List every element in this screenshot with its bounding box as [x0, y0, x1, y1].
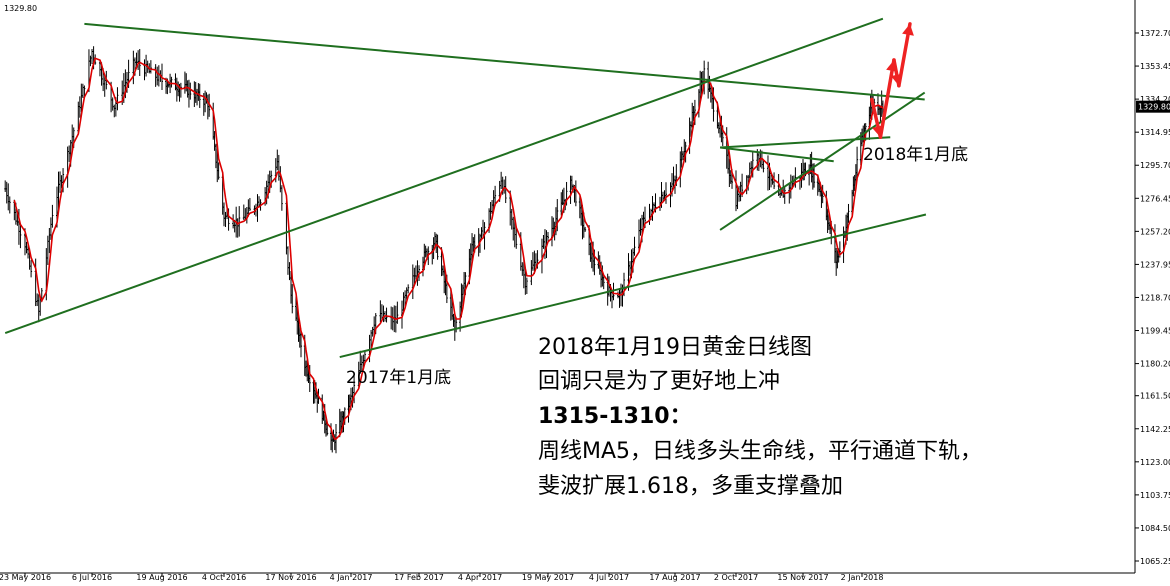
y-tick-label: 1218.70 — [1140, 293, 1170, 302]
trend-line-rising-support — [719, 91, 926, 231]
x-tick-label: 17 Feb 2017 — [394, 573, 444, 582]
x-tick-label: 19 May 2017 — [522, 573, 574, 582]
note-line-3: 1315-1310： — [538, 404, 692, 429]
projection-arrows — [870, 22, 914, 139]
trend-line-channel-lower — [339, 213, 927, 359]
y-tick-label: 1257.20 — [1140, 227, 1170, 236]
svg-text:1329.80: 1329.80 — [1138, 103, 1170, 112]
y-tick-label: 1180.20 — [1140, 360, 1170, 369]
y-tick-label: 1295.70 — [1140, 161, 1170, 170]
x-tick-label: 19 Aug 2016 — [136, 573, 187, 582]
x-axis-ticks: 23 May 2016 6 Jul 2016 19 Aug 2016 4 Oct 20… — [0, 573, 883, 582]
x-tick-label: 23 May 2016 — [0, 573, 51, 582]
y-tick-label: 1314.95 — [1140, 128, 1170, 137]
x-tick-label: 17 Aug 2017 — [649, 573, 700, 582]
x-tick-label: 15 Nov 2017 — [777, 573, 828, 582]
note-line-4: 周线MA5，日线多头生命线，平行通道下轨， — [538, 439, 982, 464]
x-tick-label: 2 Jan 2018 — [841, 573, 884, 582]
y-tick-label: 1334.20 — [1140, 95, 1170, 104]
trend-lines — [4, 17, 927, 359]
trend-line-descending-resistance — [84, 22, 925, 101]
x-tick-label: 4 Apr 2017 — [458, 573, 502, 582]
x-tick-label: 2 Oct 2017 — [714, 573, 758, 582]
trend-line-triangle-lower — [719, 146, 834, 163]
y-axis-ticks: 1372.70 1353.45 1334.20 1314.95 1295.70 1276.… — [1135, 29, 1170, 566]
label-low-2017: 2017年1月底 — [346, 368, 451, 388]
y-tick-label: 1065.25 — [1140, 557, 1170, 566]
y-tick-label: 1353.45 — [1140, 62, 1170, 71]
x-tick-label: 4 Jan 2017 — [330, 573, 373, 582]
x-tick-label: 6 Jul 2016 — [72, 573, 112, 582]
y-tick-label: 1237.95 — [1140, 260, 1170, 269]
y-tick-label: 1142.25 — [1140, 425, 1170, 434]
y-tick-label: 1123.00 — [1140, 458, 1170, 467]
last-price-marker: 1329.80 — [1136, 100, 1170, 113]
trend-line-triangle-upper — [720, 136, 891, 149]
y-tick-label: 1103.75 — [1140, 491, 1170, 500]
projection-segment — [878, 58, 896, 139]
y-tick-label: 1199.45 — [1140, 327, 1170, 336]
note-line-2: 回调只是为了更好地上冲 — [538, 369, 780, 394]
corner-price-label: 1329.80 — [4, 4, 37, 13]
label-low-2018: 2018年1月底 — [863, 145, 968, 165]
y-tick-label: 1084.50 — [1140, 524, 1170, 533]
y-tick-label: 1372.70 — [1140, 29, 1170, 38]
trend-line-channel-upper — [4, 17, 884, 334]
y-tick-label: 1161.50 — [1140, 392, 1170, 401]
note-line-1: 2018年1月19日黄金日线图 — [538, 335, 812, 360]
projection-arrowhead — [902, 23, 914, 36]
x-tick-label: 17 Nov 2016 — [265, 573, 316, 582]
moving-average — [13, 57, 884, 440]
y-tick-label: 1276.45 — [1140, 194, 1170, 203]
ma-line — [13, 57, 884, 440]
x-tick-label: 4 Jul 2017 — [589, 573, 629, 582]
note-line-5: 斐波扩展1.618，多重支撑叠加 — [538, 474, 843, 499]
x-tick-label: 4 Oct 2016 — [202, 573, 246, 582]
